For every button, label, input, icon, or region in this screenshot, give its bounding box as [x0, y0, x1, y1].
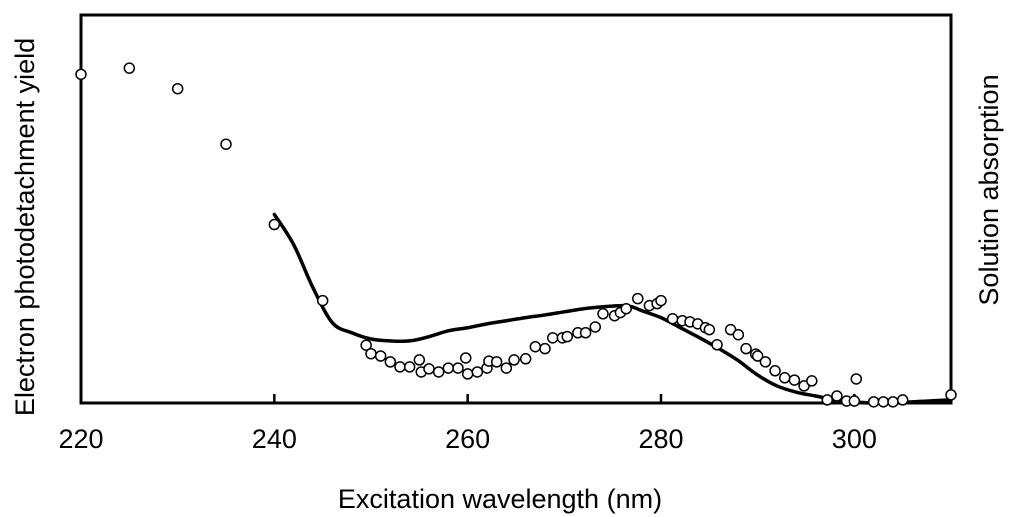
data-point	[413, 354, 426, 366]
data-point	[268, 218, 281, 231]
x-tick-label-300: 300	[832, 424, 877, 454]
data-point	[432, 366, 445, 378]
data-point	[945, 389, 957, 401]
data-point	[778, 372, 791, 384]
series-line-solution-absorption	[272, 212, 953, 405]
y-axis-label-right: Solution absorption	[974, 74, 1004, 305]
data-point	[374, 350, 387, 362]
data-point	[459, 352, 472, 364]
x-tick-label-220: 220	[58, 424, 103, 454]
x-axis-label: Excitation wavelength (nm)	[338, 484, 662, 514]
data-point	[508, 354, 520, 366]
x-tick-label-240: 240	[252, 424, 297, 454]
data-point	[316, 294, 329, 307]
data-point	[360, 339, 372, 351]
data-point	[529, 340, 542, 353]
data-point	[579, 327, 592, 339]
data-point	[896, 394, 909, 406]
data-point	[620, 302, 632, 315]
x-tick-label-260: 260	[445, 424, 490, 454]
data-point	[394, 361, 406, 373]
data-point	[751, 350, 764, 362]
data-point	[123, 62, 136, 74]
data-point	[500, 362, 513, 374]
data-point	[821, 394, 834, 406]
x-tick-label-280: 280	[638, 424, 683, 454]
data-point	[877, 396, 890, 408]
data-point	[666, 313, 679, 325]
data-point	[384, 356, 397, 368]
data-point	[442, 362, 455, 374]
data-point	[806, 375, 818, 387]
data-point	[850, 373, 863, 385]
data-point	[848, 395, 861, 407]
data-point	[75, 68, 87, 81]
data-point	[655, 294, 667, 307]
data-point	[403, 361, 416, 373]
data-point	[887, 396, 899, 408]
series-points-photodetachment-yield	[75, 62, 957, 408]
data-point	[423, 363, 435, 375]
data-point	[561, 330, 573, 343]
data-point	[365, 347, 377, 360]
data-point	[831, 390, 843, 402]
data-point	[452, 362, 464, 374]
data-point	[759, 356, 772, 368]
data-point	[589, 321, 602, 333]
data-point	[546, 332, 559, 344]
data-point	[471, 366, 484, 378]
data-point	[632, 292, 644, 305]
data-point	[703, 323, 716, 336]
data-point	[740, 342, 752, 355]
data-point	[220, 138, 232, 150]
data-point	[867, 396, 880, 408]
data-point	[769, 365, 781, 377]
data-point	[461, 368, 474, 380]
data-point	[519, 353, 532, 365]
data-point	[490, 356, 503, 368]
plot-frame	[79, 13, 953, 405]
data-point	[788, 374, 801, 386]
x-tick-labels: 220 240 260 280 300	[58, 424, 876, 454]
data-point	[732, 328, 745, 341]
data-point	[711, 339, 723, 351]
data-point	[597, 308, 609, 320]
y-axis-label-left: Electron photodetachment yield	[10, 38, 40, 416]
data-point	[539, 342, 551, 355]
data-point	[171, 82, 184, 95]
